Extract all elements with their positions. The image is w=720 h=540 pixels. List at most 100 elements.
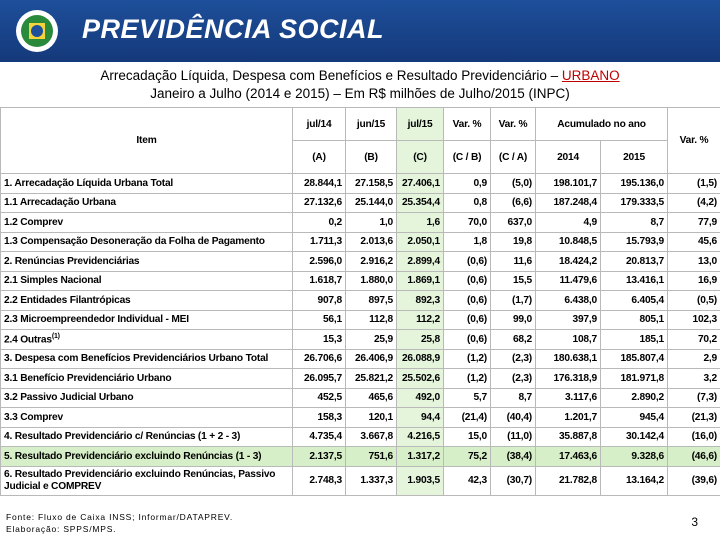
value-cell: 42,3 — [443, 465, 491, 496]
column-header: Var. % — [490, 107, 536, 141]
value-cell: 2.748,3 — [292, 465, 346, 496]
value-cell: 1.337,3 — [345, 465, 397, 496]
value-cell: 27.406,1 — [396, 173, 444, 194]
table-row: 3.1 Benefício Previdenciário Urbano 26.09… — [0, 368, 720, 389]
value-cell: (38,4) — [490, 446, 536, 467]
value-cell: 195.136,0 — [600, 173, 668, 194]
value-cell: (39,6) — [667, 465, 720, 496]
value-cell: 112,8 — [345, 309, 397, 330]
value-cell: 805,1 — [600, 309, 668, 330]
value-cell: 68,2 — [490, 329, 536, 350]
item-label: 4. Resultado Previdenciário c/ Renúncias… — [4, 431, 241, 443]
value-cell: 2.596,0 — [292, 251, 346, 272]
value-cell: 10.848,5 — [535, 231, 601, 252]
item-label: 1.2 Comprev — [4, 216, 63, 228]
value-cell: (0,6) — [443, 251, 491, 272]
item-label: 2.3 Microempreendedor Individual - MEI — [4, 314, 189, 326]
source: Fonte: Fluxo de Caixa INSS; Informar/DAT… — [6, 512, 234, 522]
value-cell: (0,5) — [667, 290, 720, 311]
item-cell: 5. Resultado Previdenciário excluindo Re… — [0, 446, 293, 467]
column-header: jul/15 — [396, 107, 444, 141]
value-cell: 9.328,6 — [600, 446, 668, 467]
data-table: Item jul/14 jun/15 jul/15 Var. % Var. % Acumul… — [0, 107, 720, 496]
column-subheader: 2015 — [600, 140, 668, 174]
value-cell: 26.088,9 — [396, 348, 444, 369]
header-bar: PREVIDÊNCIA SOCIAL — [0, 0, 720, 62]
column-subheader: (C) — [396, 140, 444, 174]
value-cell: 25.354,4 — [396, 192, 444, 213]
value-cell: (4,2) — [667, 192, 720, 213]
column-header: jun/15 — [345, 107, 397, 141]
value-cell: 3.667,8 — [345, 426, 397, 447]
value-cell: (0,6) — [443, 270, 491, 291]
value-cell: (0,6) — [443, 309, 491, 330]
value-cell: 15,0 — [443, 426, 491, 447]
item-label: 2.4 Outras — [4, 334, 52, 346]
value-cell: 2,9 — [667, 348, 720, 369]
item-label: 3. Despesa com Benefícios Previdenciário… — [4, 353, 269, 365]
value-cell: 1.618,7 — [292, 270, 346, 291]
item-label: 5. Resultado Previdenciário excluindo Re… — [4, 450, 262, 462]
value-cell: 0,9 — [443, 173, 491, 194]
item-cell: 3.1 Benefício Previdenciário Urbano — [0, 368, 293, 389]
value-cell: 25,9 — [345, 329, 397, 350]
value-cell: 70,2 — [667, 329, 720, 350]
item-cell: 2.1 Simples Nacional — [0, 270, 293, 291]
value-cell: 185,1 — [600, 329, 668, 350]
item-cell: 2. Renúncias Previdenciárias — [0, 251, 293, 272]
value-cell: 15.793,9 — [600, 231, 668, 252]
value-cell: (1,5) — [667, 173, 720, 194]
item-label: 2. Renúncias Previdenciárias — [4, 255, 140, 267]
table-row: 6. Resultado Previdenciário excluindo Re… — [0, 465, 720, 496]
column-header: jul/14 — [292, 107, 346, 141]
prepared-by: Elaboração: SPPS/MPS. — [6, 524, 117, 534]
value-cell: 2.050,1 — [396, 231, 444, 252]
value-cell: 15,5 — [490, 270, 536, 291]
item-label: 2.2 Entidades Filantrópicas — [4, 294, 131, 306]
table-row: 2. Renúncias Previdenciárias 2.596,0 2.916… — [0, 251, 720, 272]
value-cell: 19,8 — [490, 231, 536, 252]
value-cell: 1.880,0 — [345, 270, 397, 291]
value-cell: 897,5 — [345, 290, 397, 311]
value-cell: 751,6 — [345, 446, 397, 467]
column-subheader: (C / B) — [443, 140, 491, 174]
title-line: Janeiro a Julho (2014 e 2015) – Em R$ mi… — [150, 86, 570, 101]
value-cell: 4,9 — [535, 212, 601, 233]
value-cell: 25,8 — [396, 329, 444, 350]
value-cell: (1,2) — [443, 368, 491, 389]
column-subheader: (A) — [292, 140, 346, 174]
title-line: Arrecadação Líquida, Despesa com Benefíc… — [100, 68, 559, 83]
value-cell: (40,4) — [490, 407, 536, 428]
item-cell: 1.1 Arrecadação Urbana — [0, 192, 293, 213]
value-cell: 112,2 — [396, 309, 444, 330]
value-cell: (0,6) — [443, 290, 491, 311]
value-cell: 158,3 — [292, 407, 346, 428]
value-cell: 77,9 — [667, 212, 720, 233]
value-cell: 11.479,6 — [535, 270, 601, 291]
value-cell: 27.158,5 — [345, 173, 397, 194]
value-cell: 0,2 — [292, 212, 346, 233]
item-cell: 2.4 Outras(1) — [0, 329, 293, 350]
brand: PREVIDÊNCIA SOCIAL — [82, 14, 385, 44]
value-cell: 13.416,1 — [600, 270, 668, 291]
value-cell: (5,0) — [490, 173, 536, 194]
item-label: 1.3 Compensação Desoneração da Folha de … — [4, 236, 265, 248]
value-cell: 176.318,9 — [535, 368, 601, 389]
value-cell: 30.142,4 — [600, 426, 668, 447]
value-cell: 3.117,6 — [535, 387, 601, 408]
header-row: Item jul/14 jun/15 jul/15 Var. % Var. % Acumul… — [0, 107, 720, 174]
table-row: 1. Arrecadação Líquida Urbana Total 28.84… — [0, 173, 720, 194]
value-cell: 892,3 — [396, 290, 444, 311]
value-cell: 75,2 — [443, 446, 491, 467]
value-cell: 25.502,6 — [396, 368, 444, 389]
item-cell: 2.2 Entidades Filantrópicas — [0, 290, 293, 311]
item-cell: 3. Despesa com Benefícios Previdenciário… — [0, 348, 293, 369]
item-label: 3.2 Passivo Judicial Urbano — [4, 392, 134, 404]
table-row: 3.3 Comprev 158,3 120,1 94,4 (21,4) (40,4) 1.2… — [0, 407, 720, 428]
value-cell: 179.333,5 — [600, 192, 668, 213]
value-cell: 187.248,4 — [535, 192, 601, 213]
value-cell: 1.869,1 — [396, 270, 444, 291]
value-cell: 452,5 — [292, 387, 346, 408]
value-cell: 2.916,2 — [345, 251, 397, 272]
footer: Fonte: Fluxo de Caixa INSS; Informar/DAT… — [6, 511, 233, 535]
